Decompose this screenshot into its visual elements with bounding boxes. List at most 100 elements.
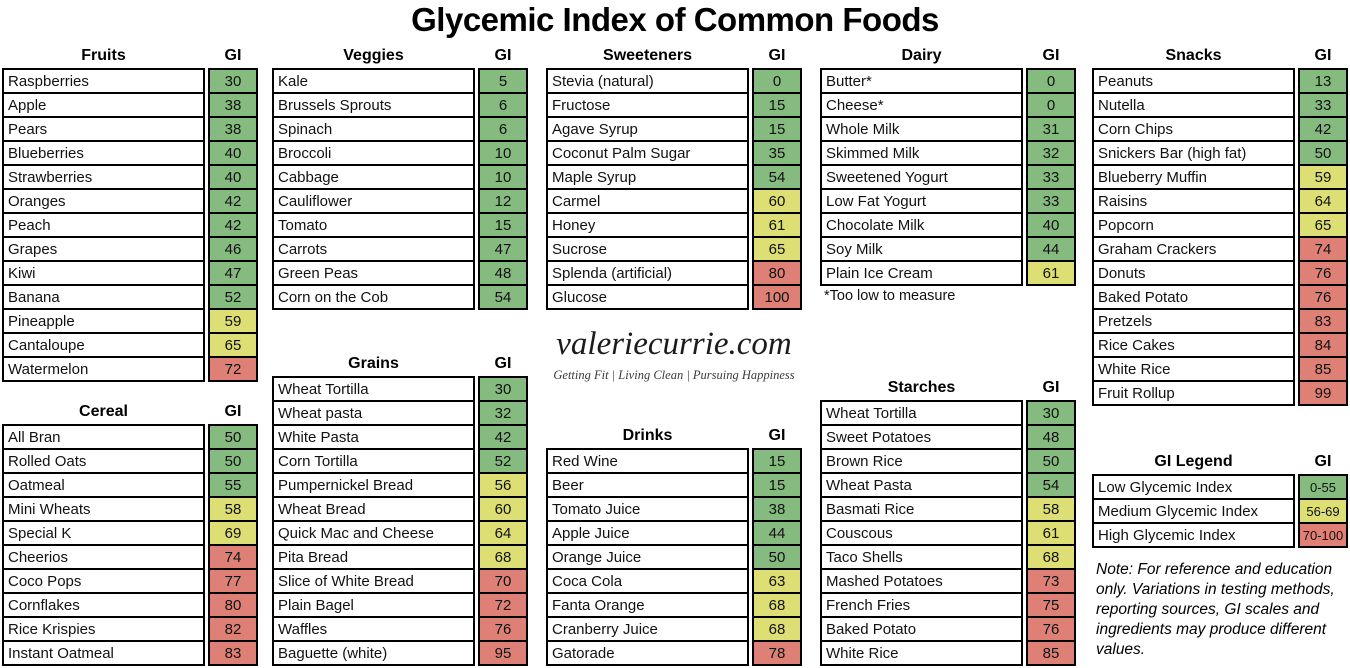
- gi-value-cell: 74: [1298, 236, 1348, 262]
- gi-value-cell: 48: [1026, 424, 1076, 450]
- food-name-cell: Baked Potato: [820, 616, 1023, 642]
- table-rows: All Bran 50 Rolled Oats 50 Oatmeal 55 Mini Whe…: [2, 424, 258, 666]
- gi-value-cell: 33: [1026, 188, 1076, 214]
- table-row: Baguette (white) 95: [272, 640, 528, 666]
- gi-value-cell: 30: [208, 68, 258, 94]
- table-row: Carmel 60: [546, 188, 802, 214]
- table-row: Carrots 47: [272, 236, 528, 262]
- gi-value-cell: 44: [1026, 236, 1076, 262]
- gi-value-cell: 30: [478, 376, 528, 402]
- table-row: Cabbage 10: [272, 164, 528, 190]
- food-name-cell: Broccoli: [272, 140, 475, 166]
- food-name-cell: Brussels Sprouts: [272, 92, 475, 118]
- gi-value-cell: 80: [752, 260, 802, 286]
- gi-value-cell: 63: [752, 568, 802, 594]
- food-name-cell: Slice of White Bread: [272, 568, 475, 594]
- gi-value-cell: 52: [478, 448, 528, 474]
- food-name-cell: High Glycemic Index: [1092, 522, 1295, 548]
- gi-value-cell: 69: [208, 520, 258, 546]
- gi-value-cell: 76: [478, 616, 528, 642]
- disclaimer-note: Note: For reference and education only. …: [1096, 561, 1335, 658]
- food-name-cell: Fanta Orange: [546, 592, 749, 618]
- gi-value-cell: 70-100: [1298, 522, 1348, 548]
- table-header: Sweeteners GI: [546, 44, 802, 68]
- table-row: Wheat Pasta 54: [820, 472, 1076, 498]
- cereal-table: Cereal GI All Bran 50 Rolled Oats 50 Oatmeal 55…: [2, 400, 258, 666]
- table-row: Tomato Juice 38: [546, 496, 802, 522]
- gi-value-cell: 64: [478, 520, 528, 546]
- gi-value-cell: 32: [478, 400, 528, 426]
- food-name-cell: Green Peas: [272, 260, 475, 286]
- table-row: Slice of White Bread 70: [272, 568, 528, 594]
- gi-value-cell: 68: [752, 616, 802, 642]
- gi-column-header: GI: [224, 47, 242, 64]
- page-title: Glycemic Index of Common Foods: [411, 1, 939, 38]
- gi-value-cell: 60: [478, 496, 528, 522]
- table-row: Banana 52: [2, 284, 258, 310]
- table-row: Apple 38: [2, 92, 258, 118]
- gi-value-cell: 76: [1298, 284, 1348, 310]
- food-name-cell: Banana: [2, 284, 205, 310]
- table-title: Drinks: [622, 427, 673, 444]
- food-name-cell: Peanuts: [1092, 68, 1295, 94]
- gi-value-cell: 38: [208, 116, 258, 142]
- table-row: Cauliflower 12: [272, 188, 528, 214]
- gi-value-cell: 0: [752, 68, 802, 94]
- table-row: Peach 42: [2, 212, 258, 238]
- gi-value-cell: 12: [478, 188, 528, 214]
- gi-value-cell: 83: [208, 640, 258, 666]
- food-name-cell: Brown Rice: [820, 448, 1023, 474]
- gi-value-cell: 44: [752, 520, 802, 546]
- table-row: Snickers Bar (high fat) 50: [1092, 140, 1348, 166]
- gi-value-cell: 72: [208, 356, 258, 382]
- table-row: Baked Potato 76: [1092, 284, 1348, 310]
- grains-table: Grains GI Wheat Tortilla 30 Wheat pasta 32 Whi…: [272, 352, 528, 666]
- table-header: Drinks GI: [546, 424, 802, 448]
- gi-value-cell: 54: [752, 164, 802, 190]
- table-row: Pears 38: [2, 116, 258, 142]
- table-row: Beer 15: [546, 472, 802, 498]
- table-row: Blueberry Muffin 59: [1092, 164, 1348, 190]
- table-row: Pumpernickel Bread 56: [272, 472, 528, 498]
- food-name-cell: Coca Cola: [546, 568, 749, 594]
- table-row: Donuts 76: [1092, 260, 1348, 286]
- food-name-cell: Pumpernickel Bread: [272, 472, 475, 498]
- table-header: Dairy GI: [820, 44, 1076, 68]
- table-row: High Glycemic Index 70-100: [1092, 522, 1348, 548]
- food-name-cell: Gatorade: [546, 640, 749, 666]
- table-title: Veggies: [343, 47, 404, 64]
- table-row: Tomato 15: [272, 212, 528, 238]
- gi-value-cell: 95: [478, 640, 528, 666]
- food-name-cell: Corn Chips: [1092, 116, 1295, 142]
- food-name-cell: Corn on the Cob: [272, 284, 475, 310]
- table-row: Whole Milk 31: [820, 116, 1076, 142]
- food-name-cell: Agave Syrup: [546, 116, 749, 142]
- table-row: Sweet Potatoes 48: [820, 424, 1076, 450]
- table-row: Cheese* 0: [820, 92, 1076, 118]
- table-row: Taco Shells 68: [820, 544, 1076, 570]
- gi-value-cell: 15: [752, 472, 802, 498]
- table-row: Fruit Rollup 99: [1092, 380, 1348, 406]
- gi-legend-table: GI Legend GI Low Glycemic Index 0-55 Medium …: [1092, 450, 1348, 548]
- gi-value-cell: 58: [208, 496, 258, 522]
- food-name-cell: Wheat pasta: [272, 400, 475, 426]
- food-name-cell: Carrots: [272, 236, 475, 262]
- table-rows: Raspberries 30 Apple 38 Pears 38 Blueberries 40…: [2, 68, 258, 382]
- table-row: French Fries 75: [820, 592, 1076, 618]
- table-row: Peanuts 13: [1092, 68, 1348, 94]
- table-row: Sucrose 65: [546, 236, 802, 262]
- food-name-cell: Pears: [2, 116, 205, 142]
- food-name-cell: Cabbage: [272, 164, 475, 190]
- food-name-cell: Graham Crackers: [1092, 236, 1295, 262]
- food-name-cell: Sweetened Yogurt: [820, 164, 1023, 190]
- gi-value-cell: 76: [1298, 260, 1348, 286]
- table-row: Couscous 61: [820, 520, 1076, 546]
- table-row: Wheat Tortilla 30: [820, 400, 1076, 426]
- gi-column-header: GI: [768, 427, 786, 444]
- table-title: Snacks: [1165, 47, 1222, 64]
- food-name-cell: Basmati Rice: [820, 496, 1023, 522]
- gi-value-cell: 56-69: [1298, 498, 1348, 524]
- starches-table: Starches GI Wheat Tortilla 30 Sweet Potatoes…: [820, 376, 1076, 666]
- table-row: Graham Crackers 74: [1092, 236, 1348, 262]
